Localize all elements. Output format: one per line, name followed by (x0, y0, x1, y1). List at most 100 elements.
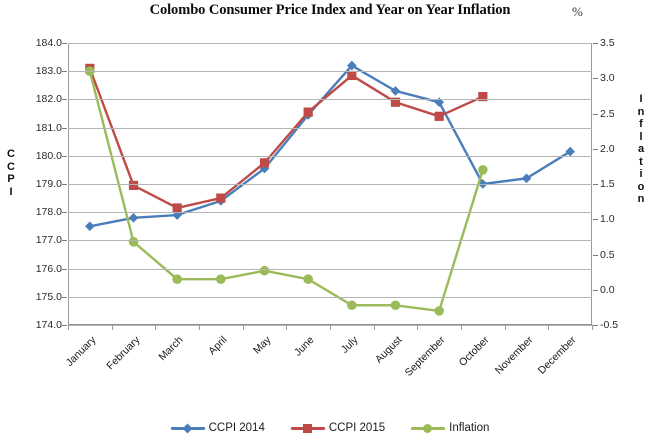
data-point-marker (303, 107, 313, 117)
gridline (68, 296, 592, 298)
y-axis-right-tick (593, 289, 598, 291)
y-axis-left-labels: 184.0 183.0 182.0 181.0 180.0 179.0 178.0 177.0… (18, 37, 62, 331)
y-axis-right-tick-label: 2.5 (600, 107, 615, 120)
x-axis-tick (68, 325, 69, 330)
y-axis-right-labels: 3.5 3.0 2.5 2.0 1.5 1.0 0.5 0.0 -0.5 (600, 37, 640, 331)
y-axis-left-tick (62, 296, 67, 298)
x-axis-line (68, 324, 592, 325)
data-point-marker (259, 158, 270, 168)
series-line (88, 64, 572, 228)
axis-title-letter: n (637, 105, 645, 118)
y-axis-left-tick (62, 325, 67, 326)
x-axis-tick (373, 325, 375, 330)
x-axis-tick (461, 325, 462, 330)
x-axis-tick (504, 325, 506, 330)
x-axis-tick-label: March (156, 334, 186, 364)
axis-title-letter: f (639, 118, 643, 130)
data-point-marker (216, 274, 226, 284)
x-axis-tick-label: July (338, 334, 361, 356)
gridline (68, 240, 592, 242)
x-axis-tick-label: May (250, 334, 273, 357)
x-axis-tick (111, 325, 113, 330)
y-axis-right-tick (593, 184, 598, 185)
y-axis-right-tick-label: 2.0 (600, 142, 615, 155)
y-axis-left-tick-label: 179.0 (35, 178, 62, 190)
data-point-marker (390, 97, 401, 107)
data-point-marker (172, 210, 182, 220)
y-axis-left-tick (62, 99, 67, 101)
legend-swatch-icon (290, 422, 325, 434)
y-axis-left-tick (62, 268, 67, 270)
plot-area (62, 43, 598, 330)
axis-title-letter: I (639, 93, 643, 105)
gridline (68, 184, 592, 185)
x-axis-tick-label: September (402, 334, 448, 379)
y-axis-left-tick-label: 182.0 (35, 93, 62, 106)
x-axis-tick (199, 325, 200, 330)
y-axis-left-tick (62, 155, 67, 157)
data-point-marker (172, 203, 182, 213)
legend-item-label: CCPI 2015 (328, 422, 386, 434)
y-axis-right-tick-label: -0.5 (600, 319, 619, 331)
y-axis-left-tick (62, 43, 67, 44)
gridline (68, 268, 592, 270)
chart-legend: CCPI 2014 CCPI 2015 Inflation (0, 422, 660, 434)
data-point-marker (259, 265, 270, 276)
y-axis-right-tick (593, 254, 598, 256)
axis-title-letter: o (637, 180, 645, 193)
x-axis-tick (417, 325, 419, 330)
x-axis-tick-label: November (492, 334, 535, 377)
y-axis-right-tick (593, 113, 598, 115)
data-point-marker (128, 237, 139, 247)
y-axis-right-tick (593, 219, 598, 221)
y-axis-left-tick-label: 178.0 (35, 206, 62, 219)
data-point-marker (478, 165, 488, 175)
data-point-marker (347, 300, 357, 311)
y-axis-left-tick-label: 174.0 (35, 319, 62, 331)
data-point-marker (347, 60, 357, 71)
legend-item-label: CCPI 2014 (208, 422, 265, 434)
gridline (68, 155, 592, 157)
series-line (88, 70, 485, 313)
chart-title: Colombo Consumer Price Index and Year on… (149, 2, 511, 18)
legend-item-circle[interactable]: Inflation (411, 422, 489, 434)
x-axis-tick-label: January (63, 334, 99, 369)
x-axis-tick (330, 325, 331, 330)
legend-swatch-icon (411, 422, 446, 434)
legend-item-diamond[interactable]: CCPI 2014 (170, 422, 265, 434)
x-axis-tick (592, 325, 593, 330)
y-axis-right-tick-label: 3.0 (600, 72, 615, 85)
x-axis-labels: January February March April May June July Augu… (63, 328, 592, 418)
y-axis-right-tick-label: 0.5 (600, 248, 615, 261)
legend-item-square[interactable]: CCPI 2015 (290, 422, 386, 434)
y-axis-right-tick-label: 1.5 (600, 178, 615, 190)
y-axis-left-tick-label: 175.0 (35, 290, 62, 303)
y-axis-right-tick-label: 1.0 (600, 213, 615, 226)
x-axis-tick (286, 325, 288, 330)
axis-title-letter: P (7, 173, 15, 185)
legend-swatch-icon (170, 422, 205, 434)
data-point-marker (303, 274, 313, 284)
axis-title-letter: a (637, 143, 645, 155)
y-axis-left-tick (62, 212, 67, 214)
y-axis-right-tick-label: 3.5 (600, 37, 615, 49)
x-axis-tick-label: December (535, 334, 579, 377)
percent-unit-label: % (572, 4, 583, 19)
y-axis-left-tick (62, 240, 67, 242)
x-axis-tick (155, 325, 157, 330)
y-axis-left-tick (62, 184, 67, 185)
x-axis-tick-label: August (372, 334, 404, 366)
data-point-marker (347, 70, 357, 81)
data-point-marker (521, 173, 532, 184)
data-point-marker (128, 180, 139, 191)
axis-title-letter: l (639, 130, 643, 143)
gridline (68, 127, 592, 129)
data-point-marker (85, 221, 95, 232)
data-point-marker (172, 274, 182, 284)
y-axis-left-tick-label: 184.0 (35, 37, 62, 49)
series-1 (85, 60, 575, 232)
y-axis-right-tick-label: 0.0 (600, 283, 615, 296)
